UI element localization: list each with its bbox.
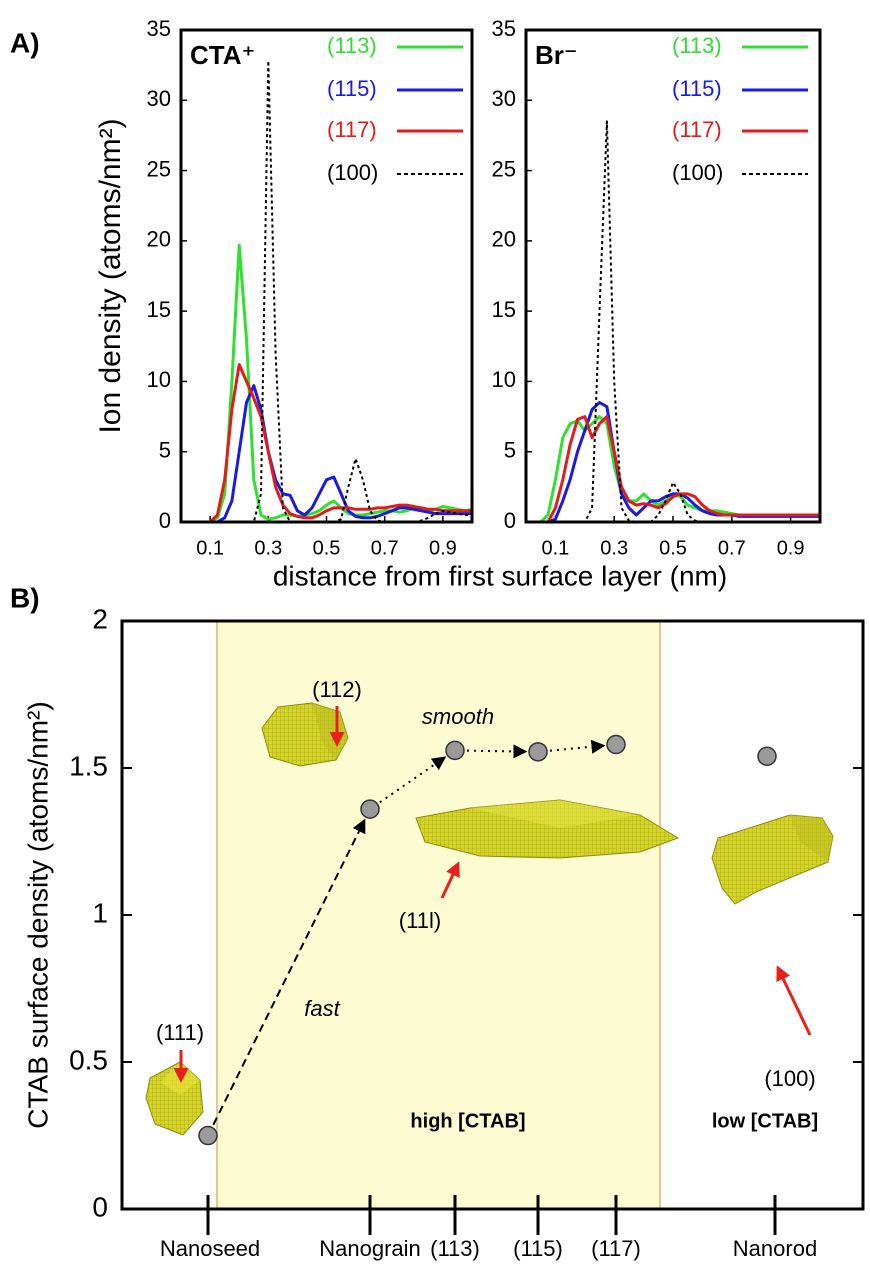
x-tick-label: (113) (430, 1236, 480, 1261)
data-point (360, 799, 380, 819)
x-tick-label: 0.7 (718, 537, 746, 559)
x-tick-label: 0.1 (196, 537, 224, 559)
legend-label: (115) (327, 76, 377, 101)
series-line (195, 384, 472, 524)
y-tick-label: 5 (159, 438, 171, 463)
y-tick-label: 1 (92, 897, 108, 928)
x-tick-label: (117) (591, 1236, 641, 1261)
series-line (195, 363, 472, 524)
y-tick-label: 20 (492, 227, 516, 252)
x-tick-label: 0.5 (659, 537, 687, 559)
panel-label: A) (10, 27, 40, 58)
annotation: (111) (156, 1020, 204, 1045)
annotation: (100) (764, 1066, 815, 1091)
legend-label: (113) (327, 33, 377, 58)
legend-label: (117) (672, 117, 722, 142)
x-axis-label: distance from first surface layer (nm) (273, 560, 727, 591)
annotation: smooth (422, 704, 494, 729)
plot-frame (120, 619, 865, 1211)
nanograin-shape (261, 702, 349, 767)
legend-label: (113) (672, 33, 722, 58)
y-tick-label: 0 (159, 508, 171, 533)
y-tick-label: 2 (92, 603, 108, 634)
y-tick-label: 0 (504, 508, 516, 533)
x-tick-label: (115) (513, 1236, 563, 1261)
y-tick-label: 20 (147, 227, 171, 252)
plot-frame (179, 28, 474, 524)
annotation: low [CTAB] (712, 1110, 818, 1132)
x-tick-label: 0.3 (254, 537, 282, 559)
y-axis-label: CTAB surface density (atoms/nm²) (22, 701, 53, 1128)
panel-label: B) (10, 582, 40, 613)
annotation: fast (304, 996, 340, 1021)
x-tick-label: Nanograin (319, 1236, 421, 1261)
data-point (528, 742, 548, 762)
y-tick-label: 35 (492, 16, 516, 41)
x-tick-label: 0.3 (600, 537, 628, 559)
y-tick-label: 10 (492, 367, 516, 392)
y-tick-label: 15 (492, 297, 516, 322)
nanoplate-shape (415, 799, 680, 859)
legend-label: (100) (327, 160, 378, 185)
pointer-arrows (173, 706, 812, 1083)
x-tick-label: 0.9 (777, 537, 805, 559)
x-tick-label: 0.5 (313, 537, 341, 559)
plot-frame (524, 28, 822, 524)
plot-title: Br⁻ (535, 40, 578, 70)
y-tick-label: 25 (492, 156, 516, 181)
y-tick-label: 0.5 (69, 1044, 108, 1075)
data-point (198, 1125, 218, 1146)
x-tick-label: Nanoseed (160, 1236, 260, 1261)
x-tick-label: 0.1 (541, 537, 569, 559)
y-tick-label: 10 (147, 367, 171, 392)
y-tick-label: 25 (147, 156, 171, 181)
x-tick-label: 0.7 (371, 537, 399, 559)
annotation: (11l) (399, 908, 441, 933)
trend-arrow (466, 744, 528, 759)
legend-label: (117) (327, 117, 377, 142)
y-tick-label: 0 (92, 1191, 108, 1222)
trend-arrow (212, 818, 366, 1126)
data-point (445, 740, 465, 761)
nanoseed-shape (145, 1061, 204, 1136)
series-line (540, 401, 820, 524)
nanorod-shape (711, 814, 834, 905)
annotation: high [CTAB] (410, 1110, 525, 1132)
y-tick-label: 5 (504, 438, 516, 463)
plot-title: CTA⁺ (190, 40, 255, 70)
y-tick-label: 1.5 (69, 750, 108, 781)
x-tick-label: Nanorod (733, 1236, 817, 1261)
series-line (540, 415, 820, 524)
legend-label: (100) (672, 160, 723, 185)
x-tick-label: 0.9 (429, 537, 457, 559)
data-point (757, 746, 777, 766)
y-axis-label: Ion density (atoms/nm²) (94, 118, 127, 433)
y-tick-label: 30 (492, 86, 516, 111)
annotation: (112) (312, 677, 362, 702)
legend-label: (115) (672, 76, 722, 101)
y-tick-label: 15 (147, 297, 171, 322)
y-tick-label: 35 (147, 16, 171, 41)
y-tick-label: 30 (147, 86, 171, 111)
data-point (606, 734, 626, 755)
